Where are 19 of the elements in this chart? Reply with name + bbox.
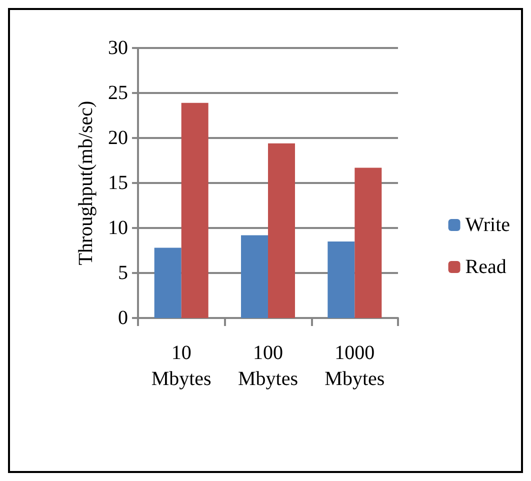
- y-tick-label: 0: [118, 307, 128, 329]
- y-tick-label: 30: [108, 37, 128, 59]
- bar: [154, 248, 182, 318]
- y-tick-label: 20: [108, 127, 128, 149]
- x-tick-label: 1000 Mbytes: [324, 342, 385, 390]
- y-tick-label: 25: [108, 82, 128, 104]
- bar: [181, 102, 208, 318]
- x-tick-label: 100 Mbytes: [238, 342, 298, 390]
- bar: [354, 168, 382, 318]
- bar: [328, 242, 355, 318]
- bar: [268, 143, 295, 318]
- y-tick-label: 10: [108, 217, 128, 239]
- legend-label: Write: [465, 214, 510, 236]
- x-tick-label: 10 Mbytes: [151, 342, 212, 390]
- bar: [241, 235, 268, 318]
- y-tick-label: 15: [108, 172, 128, 194]
- y-axis-title: Throughput(mb/sec): [75, 100, 97, 266]
- legend-label: Read: [465, 256, 506, 278]
- y-tick-label: 5: [118, 262, 128, 284]
